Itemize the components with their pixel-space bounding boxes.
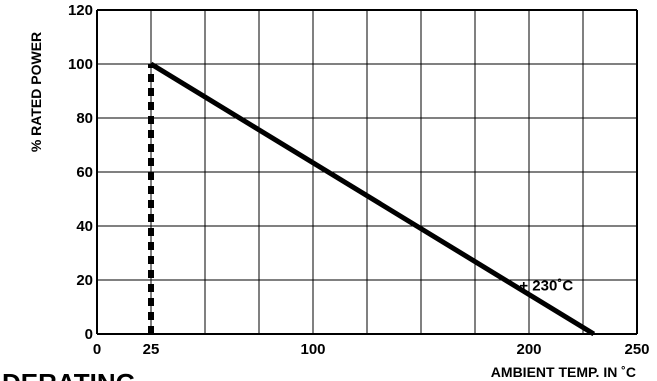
- derating-heading: DERATING: [2, 368, 136, 381]
- grid-lines: [96, 9, 638, 335]
- annotations: + 230˚C: [519, 277, 573, 294]
- y-tick-label: 100: [68, 56, 93, 73]
- y-axis-label: % RATED POWER: [28, 32, 44, 152]
- y-tick-label: 80: [76, 110, 93, 127]
- x-tick-label: 100: [300, 341, 325, 358]
- y-tick-label: 40: [76, 218, 93, 235]
- y-tick-label: 20: [76, 272, 93, 289]
- x-tick-label: 250: [624, 341, 649, 358]
- annotation-label: + 230˚C: [519, 277, 573, 294]
- y-tick-label: 0: [85, 326, 93, 343]
- y-tick-label: 60: [76, 164, 93, 181]
- x-tick-label: 25: [143, 341, 160, 358]
- y-tick-label: 120: [68, 2, 93, 19]
- x-axis-label: AMBIENT TEMP. IN ˚C: [491, 364, 636, 380]
- derating-curve: [149, 61, 596, 337]
- x-tick-label: 200: [516, 341, 541, 358]
- tick-labels: 0 20 40 60 80 100 120 0 25 100 200 250: [68, 2, 650, 358]
- x-tick-label: 0: [93, 341, 101, 358]
- series-layer: [148, 61, 596, 337]
